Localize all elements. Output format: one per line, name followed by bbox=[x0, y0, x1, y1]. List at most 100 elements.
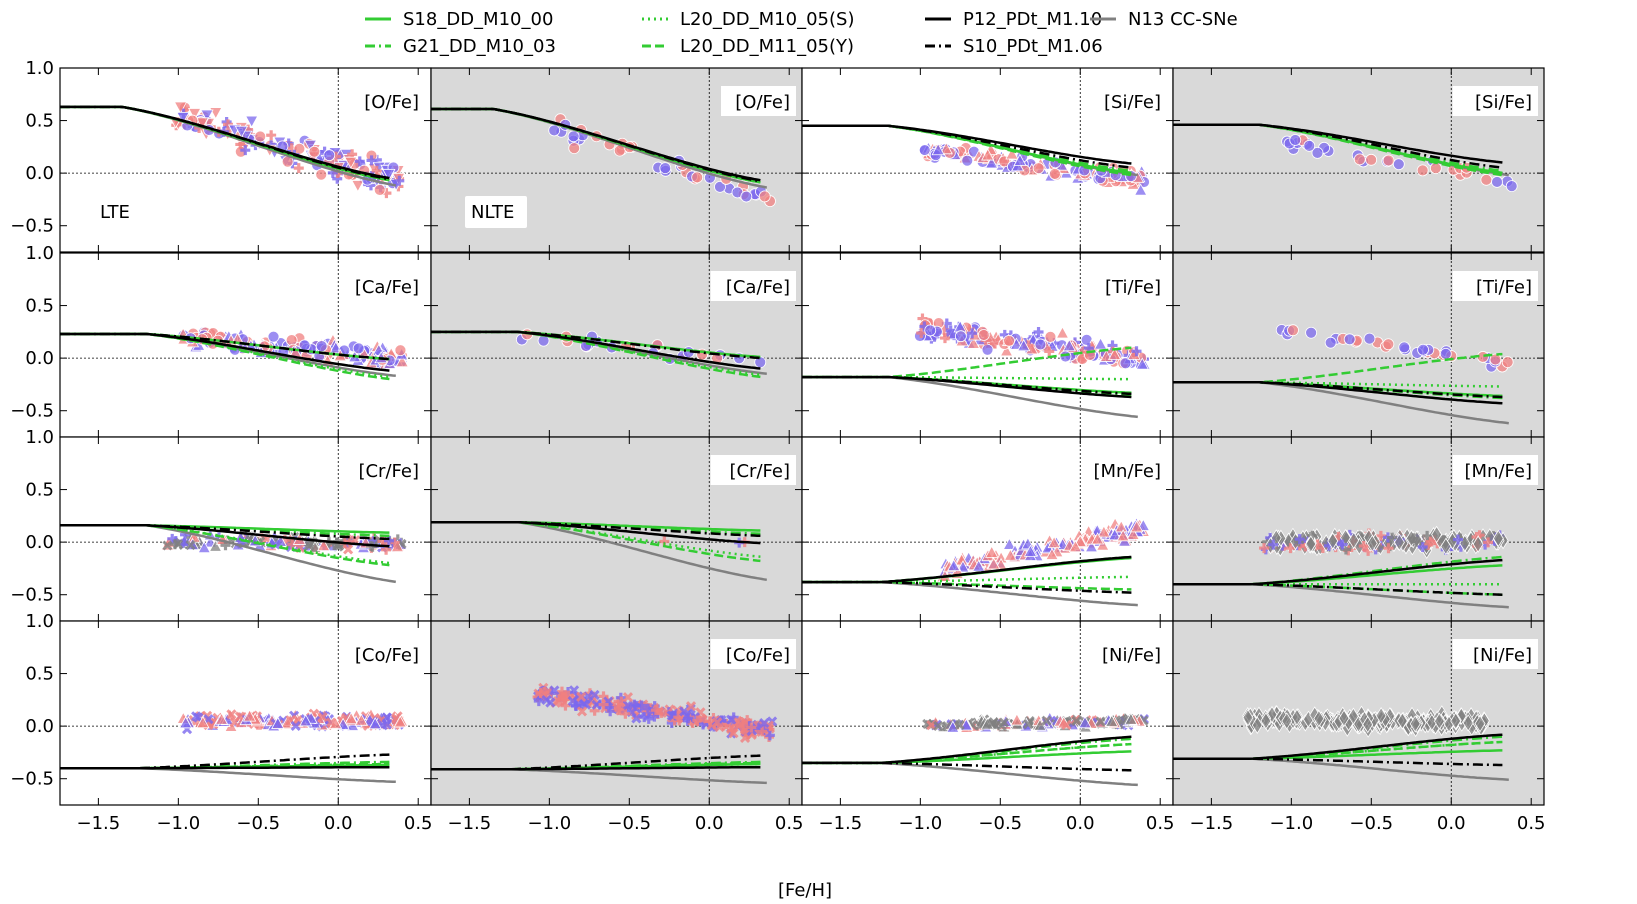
x-tick-label: −1.0 bbox=[1269, 813, 1313, 834]
panel-nife-nlte: −1.5 −1.0 −0.5 0.0 0.5 [Ni/Fe] bbox=[1172, 620, 1546, 834]
panel-tife-lte: [Ti/Fe] bbox=[801, 252, 1174, 438]
panel-label: [Cr/Fe] bbox=[729, 461, 790, 482]
data-point-x bbox=[567, 696, 578, 707]
panel-label: [Ca/Fe] bbox=[726, 277, 790, 298]
y-tick-label: 1.0 bbox=[25, 611, 54, 632]
data-point-triangle-down bbox=[187, 108, 202, 121]
data-point-triangle bbox=[1097, 525, 1111, 538]
data-point-circle bbox=[548, 124, 561, 137]
data-point-triangle bbox=[931, 142, 945, 156]
data-point-x bbox=[631, 713, 642, 724]
data-point-plus bbox=[223, 119, 234, 130]
panel-mnfe-lte: [Mn/Fe] bbox=[801, 436, 1174, 622]
data-point-plus bbox=[1417, 541, 1428, 552]
data-point-circle bbox=[1382, 338, 1395, 351]
panel-mnfe-nlte: [Mn/Fe] bbox=[1172, 436, 1545, 622]
data-point-plus bbox=[673, 712, 684, 723]
data-point-x bbox=[549, 685, 560, 696]
model-curve-s10-pdt-m1-06 bbox=[1173, 757, 1503, 767]
data-point-plus bbox=[692, 715, 703, 726]
data-point-plus bbox=[757, 726, 768, 737]
data-point-circle bbox=[1439, 348, 1452, 360]
data-point-diamond bbox=[1305, 535, 1317, 553]
panel-ofe-nlte: [O/Fe] NLTE bbox=[430, 67, 803, 253]
data-point-diamond bbox=[1366, 534, 1378, 553]
data-point-triangle bbox=[1047, 535, 1061, 549]
y-tick-label: 1.0 bbox=[25, 243, 54, 264]
data-point-x bbox=[712, 717, 723, 728]
data-point-x bbox=[685, 703, 696, 714]
data-point-circle bbox=[254, 130, 267, 143]
legend-label: S18_DD_M10_00 bbox=[403, 9, 553, 30]
data-point-plus bbox=[354, 156, 365, 167]
data-point-circle bbox=[1305, 326, 1318, 339]
data-point-triangle bbox=[1096, 538, 1110, 551]
data-point-circle bbox=[1289, 134, 1302, 146]
y-tick-label: 0.0 bbox=[25, 532, 54, 553]
panel-tife-nlte: [Ti/Fe] bbox=[1172, 252, 1545, 438]
data-point-plus bbox=[394, 175, 405, 186]
y-tick-label: 0.0 bbox=[25, 348, 54, 369]
data-point-plus bbox=[1422, 530, 1433, 541]
data-point-triangle bbox=[1010, 713, 1024, 726]
data-point-x bbox=[290, 720, 301, 731]
model-curve-s10-pdt-m1-06 bbox=[1173, 582, 1503, 596]
panel-label-box bbox=[1081, 639, 1167, 669]
data-point-x bbox=[541, 694, 552, 706]
data-point-triangle bbox=[299, 714, 313, 727]
panel-label: [Mn/Fe] bbox=[1094, 461, 1162, 482]
data-point-triangle bbox=[1107, 347, 1122, 360]
data-point-diamond bbox=[1281, 712, 1293, 730]
panel-label-box bbox=[710, 455, 796, 485]
panel-cofe-nlte: −1.5 −1.0 −0.5 0.0 0.5 [Co/Fe] bbox=[430, 620, 804, 834]
data-point-circle bbox=[267, 330, 280, 343]
data-point-circle bbox=[1491, 176, 1503, 188]
y-tick-label: −0.5 bbox=[10, 401, 54, 422]
data-point-x bbox=[162, 540, 173, 551]
y-tick-label: −0.5 bbox=[10, 769, 54, 790]
data-point-x bbox=[381, 719, 392, 730]
panel-label: [Ti/Fe] bbox=[1476, 277, 1532, 298]
data-point-circle bbox=[308, 145, 321, 158]
data-point-x bbox=[185, 540, 196, 551]
data-point-x bbox=[996, 720, 1007, 731]
model-curve-s10-pdt-m1-06 bbox=[802, 124, 1132, 169]
panel-label: [Ni/Fe] bbox=[1473, 645, 1532, 666]
panel-label-box bbox=[1452, 455, 1538, 485]
data-point-circle bbox=[1416, 164, 1429, 177]
data-point-circle bbox=[1044, 331, 1057, 343]
x-tick-label: 0.5 bbox=[404, 813, 433, 834]
legend-label: L20_DD_M10_05(S) bbox=[680, 9, 854, 30]
data-point-circle bbox=[567, 130, 580, 143]
y-tick-label: 1.0 bbox=[25, 427, 54, 448]
panel-label-box bbox=[721, 86, 796, 116]
model-curve-s10-pdt-m1-06 bbox=[802, 761, 1132, 772]
x-tick-label: −0.5 bbox=[236, 813, 280, 834]
data-point-circle bbox=[1049, 168, 1061, 180]
data-point-x bbox=[954, 719, 965, 731]
y-tick-label: −0.5 bbox=[10, 216, 54, 237]
model-curve-s10-pdt-m1-06 bbox=[802, 580, 1132, 594]
model-curve-s10-pdt-m1-06 bbox=[1173, 381, 1503, 399]
panel-frame bbox=[1172, 67, 1545, 253]
data-point-triangle bbox=[1013, 153, 1027, 166]
y-tick-label: 0.0 bbox=[25, 716, 54, 737]
panel-label: [Ti/Fe] bbox=[1105, 277, 1161, 298]
data-point-circle bbox=[1287, 324, 1299, 337]
panel-ofe-lte: −0.5 0.0 0.5 1.0 [O/Fe] LTE bbox=[10, 58, 432, 253]
data-point-plus bbox=[1285, 543, 1296, 554]
data-point-triangle bbox=[1135, 357, 1149, 370]
data-point-diamond bbox=[1396, 712, 1408, 730]
data-point-plus bbox=[614, 705, 625, 716]
legend-label: N13 CC-SNe bbox=[1128, 9, 1238, 30]
data-point-diamond bbox=[1347, 707, 1359, 726]
data-point-triangle bbox=[1055, 326, 1070, 339]
data-point-triangle-down bbox=[351, 180, 365, 193]
legend-entry: G21_DD_M10_03 bbox=[365, 36, 556, 57]
data-point-diamond bbox=[1472, 535, 1484, 553]
data-point-triangle bbox=[1124, 712, 1138, 725]
panel-label: [Co/Fe] bbox=[726, 645, 790, 666]
panel-label: [Mn/Fe] bbox=[1465, 461, 1533, 482]
x-tick-label: −1.5 bbox=[1190, 813, 1234, 834]
data-point-diamond bbox=[1375, 707, 1387, 725]
